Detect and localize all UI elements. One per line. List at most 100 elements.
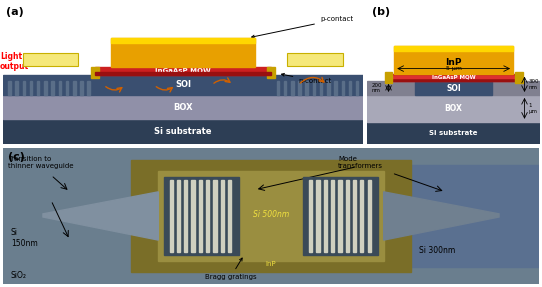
- Bar: [360, 180, 364, 252]
- Bar: [158, 171, 384, 261]
- Text: 5 μm: 5 μm: [446, 66, 462, 71]
- Bar: [184, 180, 188, 252]
- Bar: [394, 46, 513, 74]
- Bar: [111, 38, 255, 43]
- Bar: [73, 81, 75, 95]
- Text: InP: InP: [446, 58, 462, 67]
- Bar: [221, 180, 224, 252]
- Bar: [23, 81, 25, 95]
- Bar: [228, 180, 231, 252]
- Bar: [37, 81, 40, 95]
- Bar: [95, 72, 271, 75]
- Bar: [3, 119, 363, 144]
- Bar: [317, 180, 320, 252]
- Bar: [334, 81, 337, 95]
- Bar: [3, 75, 363, 95]
- Text: Si substrate: Si substrate: [429, 130, 478, 136]
- Polygon shape: [43, 192, 158, 240]
- Bar: [59, 81, 61, 95]
- Bar: [164, 177, 239, 255]
- Bar: [306, 81, 308, 95]
- Text: Heater: Heater: [190, 181, 212, 185]
- Bar: [44, 81, 47, 95]
- Bar: [346, 180, 349, 252]
- Bar: [80, 81, 83, 95]
- Bar: [415, 81, 492, 95]
- Bar: [367, 95, 540, 122]
- Bar: [356, 81, 358, 95]
- Bar: [298, 81, 301, 95]
- Bar: [353, 180, 356, 252]
- Text: BOX: BOX: [173, 103, 193, 112]
- Bar: [276, 81, 279, 95]
- Bar: [199, 180, 202, 252]
- Bar: [303, 177, 378, 255]
- Bar: [15, 81, 18, 95]
- Bar: [309, 180, 312, 252]
- Bar: [392, 76, 515, 78]
- Bar: [331, 180, 334, 252]
- Bar: [191, 180, 195, 252]
- Bar: [313, 81, 315, 95]
- Bar: [515, 72, 522, 83]
- Text: (c): (c): [8, 152, 25, 162]
- Text: SOI: SOI: [175, 80, 191, 90]
- Text: Si substrate: Si substrate: [154, 127, 212, 136]
- Bar: [87, 81, 90, 95]
- Text: n-contact: n-contact: [281, 73, 332, 84]
- Bar: [385, 72, 392, 83]
- Text: 1
μm: 1 μm: [528, 103, 537, 114]
- Bar: [367, 180, 371, 252]
- Text: BOX: BOX: [445, 104, 462, 113]
- Bar: [3, 95, 363, 119]
- Text: Heater: Heater: [304, 56, 327, 62]
- Text: Mode
transformers: Mode transformers: [338, 156, 383, 169]
- Bar: [367, 81, 540, 95]
- Text: (a): (a): [5, 7, 23, 17]
- Bar: [284, 81, 286, 95]
- Text: 700 μm: 700 μm: [170, 60, 196, 66]
- Polygon shape: [384, 192, 499, 240]
- Text: Light
output: Light output: [0, 52, 29, 71]
- FancyBboxPatch shape: [23, 53, 79, 65]
- Bar: [267, 67, 275, 77]
- FancyBboxPatch shape: [287, 53, 343, 65]
- Text: Si
150nm: Si 150nm: [11, 228, 37, 248]
- Text: Si 300nm: Si 300nm: [418, 246, 455, 255]
- Text: Bragg gratings: Bragg gratings: [205, 258, 256, 280]
- Bar: [206, 180, 209, 252]
- Text: InP: InP: [266, 261, 276, 267]
- Bar: [51, 81, 54, 95]
- Text: InP: InP: [174, 52, 192, 62]
- Bar: [349, 81, 351, 95]
- Bar: [324, 180, 327, 252]
- Text: InGaAsP MQW: InGaAsP MQW: [155, 68, 211, 74]
- Text: Heater: Heater: [38, 56, 62, 62]
- Bar: [214, 180, 217, 252]
- Bar: [8, 81, 11, 95]
- Bar: [394, 46, 513, 51]
- Bar: [66, 81, 68, 95]
- Text: InGaAsP MQW: InGaAsP MQW: [432, 75, 475, 80]
- Bar: [392, 78, 515, 81]
- Bar: [95, 67, 271, 75]
- Bar: [132, 160, 410, 272]
- Bar: [367, 122, 540, 144]
- Bar: [91, 67, 99, 77]
- Text: p-contact: p-contact: [251, 16, 353, 38]
- Text: Si 500nm: Si 500nm: [253, 210, 289, 220]
- Text: 300
nm: 300 nm: [528, 79, 539, 90]
- Text: Transition to
thinner waveguide: Transition to thinner waveguide: [8, 156, 74, 169]
- Bar: [320, 81, 322, 95]
- Bar: [177, 180, 180, 252]
- Bar: [291, 81, 294, 95]
- Text: 200
nm: 200 nm: [371, 83, 382, 93]
- Text: SOI: SOI: [446, 84, 461, 92]
- Bar: [392, 74, 515, 81]
- Bar: [30, 81, 33, 95]
- Bar: [327, 81, 330, 95]
- Text: (b): (b): [372, 7, 390, 17]
- Bar: [338, 180, 341, 252]
- Bar: [338, 164, 539, 267]
- Text: SiO₂: SiO₂: [11, 271, 27, 280]
